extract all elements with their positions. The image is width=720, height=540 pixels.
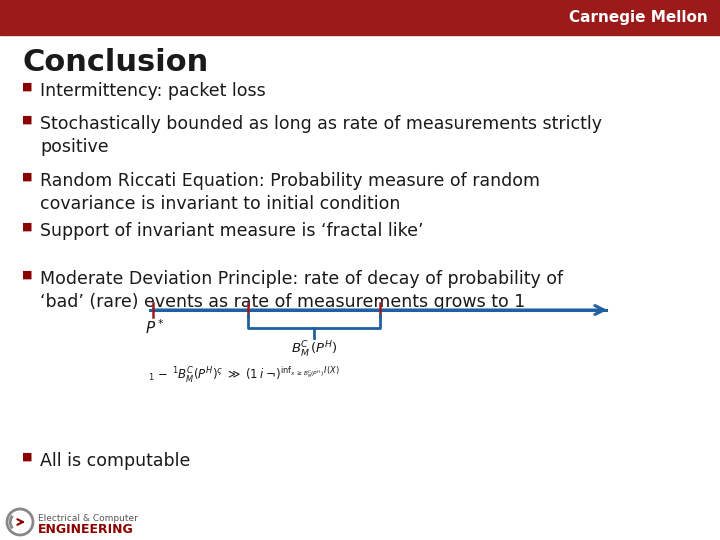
Text: Stochastically bounded as long as rate of measurements strictly
positive: Stochastically bounded as long as rate o… (40, 115, 602, 156)
Text: Intermittency: packet loss: Intermittency: packet loss (40, 82, 266, 100)
Text: Electrical & Computer: Electrical & Computer (38, 514, 138, 523)
Bar (0, 0, 720, 35)
Text: Random Riccati Equation: Probability measure of random
covariance is invariant t: Random Riccati Equation: Probability mea… (40, 172, 540, 213)
Text: All is computable: All is computable (40, 452, 190, 470)
Text: Support of invariant measure is ‘fractal like’: Support of invariant measure is ‘fractal… (40, 222, 423, 240)
Text: ■: ■ (22, 452, 32, 462)
Text: $P^*$: $P^*$ (145, 318, 164, 337)
Text: ■: ■ (22, 115, 32, 125)
Text: ■: ■ (22, 270, 32, 280)
Text: Conclusion: Conclusion (22, 48, 208, 77)
Text: ■: ■ (22, 172, 32, 182)
Text: Carnegie Mellon: Carnegie Mellon (570, 10, 708, 25)
Text: ■: ■ (22, 82, 32, 92)
Text: ■: ■ (22, 222, 32, 232)
Text: ENGINEERING: ENGINEERING (38, 523, 134, 536)
Text: $_1\,-\,^1B_M^C(P^H)^\varsigma\;\gg\;(1\,i\;\neg)^{\mathrm{inf}_{x\,\geq\,B_M^C(: $_1\,-\,^1B_M^C(P^H)^\varsigma\;\gg\;(1\… (148, 366, 340, 386)
Text: $B_M^C\,(P^H)$: $B_M^C\,(P^H)$ (291, 340, 338, 360)
Text: Moderate Deviation Principle: rate of decay of probability of
‘bad’ (rare) event: Moderate Deviation Principle: rate of de… (40, 270, 563, 311)
